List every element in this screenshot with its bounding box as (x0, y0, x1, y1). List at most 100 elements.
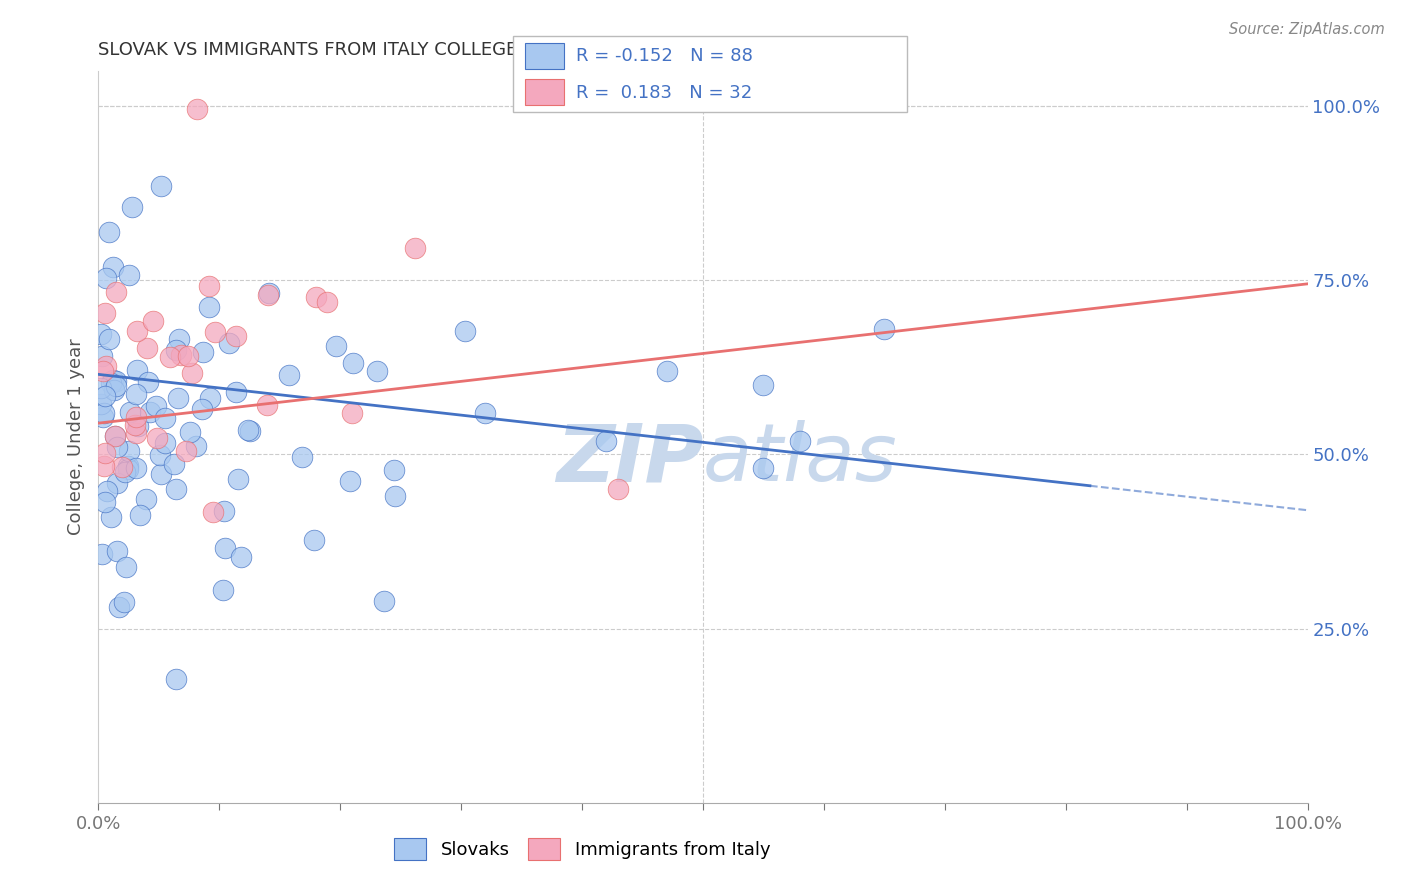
Point (136, 376, 159, 390)
Point (373, 594, 395, 608)
Point (166, 391, 188, 405)
Point (752, 461, 775, 475)
Point (607, 483, 630, 497)
Point (94, 495, 117, 509)
Point (165, 343, 187, 358)
Point (149, 179, 172, 194)
Point (325, 339, 347, 353)
Point (93, 459, 115, 474)
Point (98, 226, 121, 240)
Point (94, 388, 117, 402)
Point (146, 431, 169, 445)
Point (202, 505, 225, 519)
Point (118, 268, 141, 283)
Point (382, 463, 405, 477)
Point (256, 398, 278, 412)
Point (655, 364, 678, 378)
Point (121, 200, 143, 214)
Point (384, 489, 406, 503)
Point (118, 443, 141, 458)
Point (198, 391, 221, 405)
Point (101, 373, 124, 387)
Bar (524, 43, 564, 69)
Point (218, 335, 240, 350)
Point (96, 484, 118, 499)
FancyBboxPatch shape (513, 36, 907, 112)
Point (174, 443, 197, 458)
Point (94, 359, 117, 374)
Point (94, 306, 117, 320)
Point (225, 328, 247, 343)
Point (107, 600, 129, 615)
Point (150, 467, 173, 481)
Point (165, 672, 187, 686)
Point (117, 461, 139, 475)
Point (91, 349, 114, 363)
Point (225, 384, 247, 399)
Point (125, 387, 148, 401)
Point (454, 324, 477, 338)
Point (302, 533, 325, 547)
Point (114, 465, 136, 479)
Point (145, 399, 167, 413)
Point (148, 448, 170, 462)
Point (104, 429, 127, 443)
Point (142, 314, 165, 328)
Point (179, 425, 201, 439)
Point (104, 374, 127, 388)
Point (315, 295, 337, 310)
Point (105, 440, 128, 454)
Point (93, 445, 115, 459)
Point (104, 379, 127, 393)
Point (165, 482, 187, 496)
Point (239, 424, 262, 438)
Point (139, 405, 162, 419)
Point (236, 423, 259, 437)
Point (278, 368, 301, 382)
Point (100, 510, 122, 524)
Point (752, 377, 775, 392)
Point (184, 439, 207, 453)
Point (124, 418, 146, 433)
Point (105, 543, 128, 558)
Point (90, 327, 112, 342)
Point (101, 260, 124, 274)
Point (115, 559, 138, 574)
Point (789, 434, 811, 448)
Point (90, 397, 112, 411)
Point (93, 409, 115, 424)
Point (177, 349, 200, 363)
Point (125, 363, 148, 377)
Point (105, 285, 128, 299)
Point (214, 541, 236, 556)
Point (474, 406, 496, 420)
Point (125, 324, 148, 338)
Bar (524, 78, 564, 105)
Point (93, 406, 115, 420)
Point (155, 436, 177, 450)
Point (873, 322, 896, 336)
Point (231, 550, 253, 565)
Point (595, 434, 617, 448)
Point (404, 241, 426, 255)
Point (257, 285, 280, 300)
Point (204, 325, 226, 339)
Text: Source: ZipAtlas.com: Source: ZipAtlas.com (1229, 22, 1385, 37)
Point (198, 300, 221, 314)
Point (339, 475, 361, 489)
Point (127, 419, 149, 434)
Point (167, 332, 190, 346)
Text: R = -0.152   N = 88: R = -0.152 N = 88 (576, 47, 754, 65)
Point (186, 103, 208, 117)
Point (291, 450, 314, 464)
Point (342, 355, 364, 369)
Point (135, 341, 157, 355)
Y-axis label: College, Under 1 year: College, Under 1 year (66, 339, 84, 535)
Point (153, 410, 176, 425)
Text: atlas: atlas (703, 420, 898, 498)
Point (112, 595, 135, 609)
Point (129, 508, 152, 523)
Point (191, 402, 214, 417)
Point (125, 409, 148, 424)
Point (366, 364, 388, 378)
